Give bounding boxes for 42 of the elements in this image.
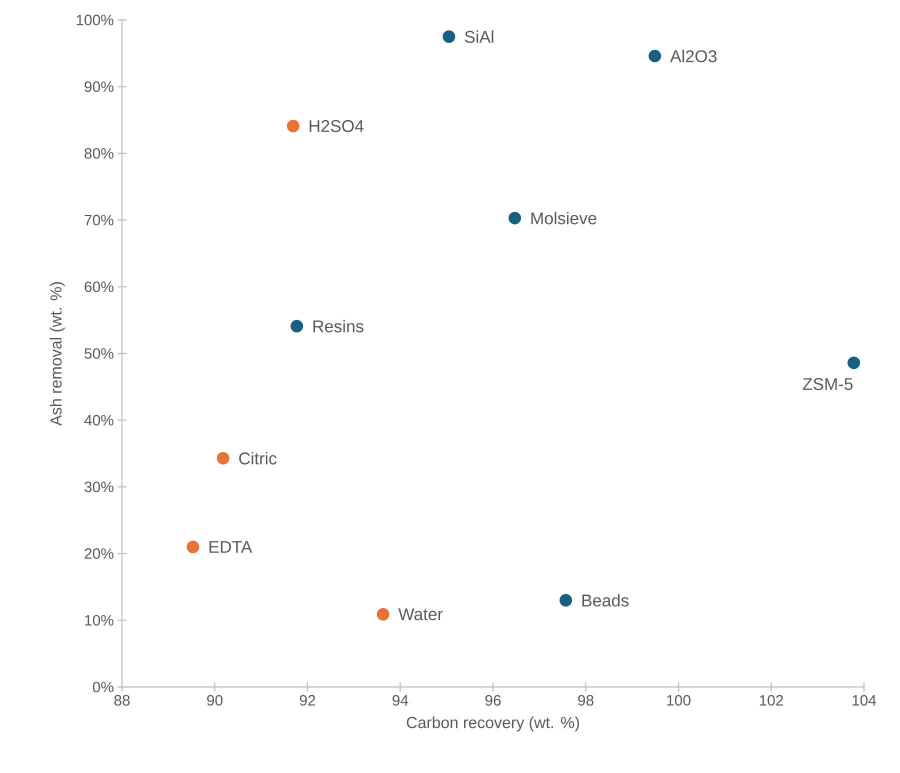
x-tick-label: 92 [300, 695, 316, 706]
x-tick-label: 102 [760, 695, 784, 706]
y-tick-label: 0% [92, 682, 114, 692]
y-axis-title: Ash removal (wt. %) [50, 282, 65, 426]
y-tick-label: 40% [84, 414, 114, 426]
y-tick-label: 80% [84, 148, 114, 159]
y-tick-label: 30% [84, 482, 114, 492]
annotation: Molsieve [531, 212, 596, 224]
point [648, 50, 662, 62]
y-tick-label: 100% [76, 14, 114, 26]
x-tick-label: 90 [207, 695, 222, 706]
annotation: ZSM-5 [802, 378, 853, 390]
point [290, 320, 304, 332]
annotation: Al2O3 [670, 50, 717, 62]
annotation: EDTA [210, 541, 252, 553]
annotation: Resins [313, 320, 364, 332]
point [442, 30, 456, 43]
point [508, 212, 522, 224]
y-tick-label: 20% [84, 548, 114, 559]
point [186, 540, 200, 554]
point [286, 120, 300, 132]
x-tick-label: 96 [485, 695, 501, 706]
x-tick-label: 98 [578, 695, 594, 706]
point [216, 452, 230, 464]
point [376, 608, 390, 621]
annotation: Water [398, 608, 443, 620]
x-axis-title: Carbon recovery (wt. %) [406, 716, 579, 732]
x-tick-label: 88 [114, 695, 130, 706]
x-tick-label: 104 [852, 695, 876, 706]
y-tick-label: 90% [84, 81, 114, 92]
x-tick-label: 100 [667, 695, 690, 706]
annotation: H2SO4 [310, 120, 364, 132]
y-tick-label: 70% [84, 214, 114, 226]
point [560, 594, 572, 607]
annotation: Beads [582, 594, 629, 607]
annotation: SiAl [464, 30, 494, 43]
point [848, 356, 860, 370]
y-tick-label: 60% [84, 281, 114, 292]
y-tick-label: 50% [84, 348, 114, 359]
y-tick-label: 10% [85, 614, 114, 626]
x-tick-label: 94 [392, 695, 408, 706]
annotation: Citric [239, 452, 277, 464]
